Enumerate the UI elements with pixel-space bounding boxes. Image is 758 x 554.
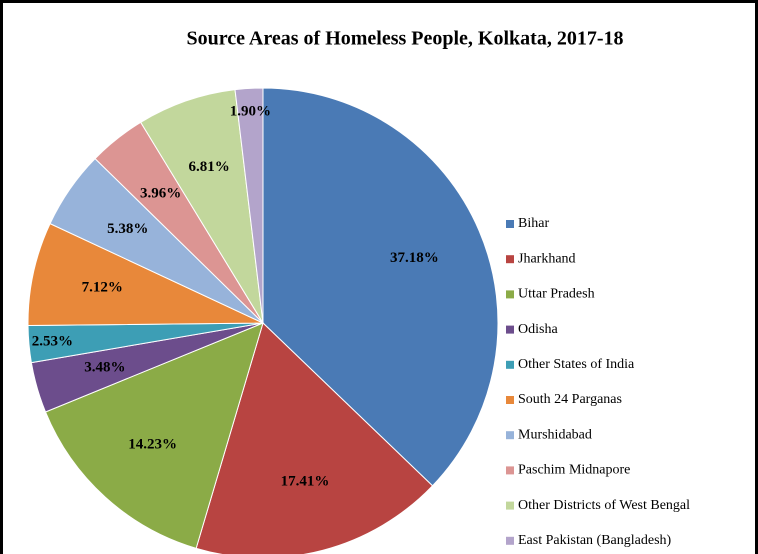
data-label: 1.90% [230,103,271,119]
legend-swatch [506,396,514,404]
legend-swatch [506,536,514,545]
data-label: 5.38% [107,221,148,237]
legend-label: Murshidabad [518,427,592,442]
legend-swatch [506,466,514,475]
legend-label: Bihar [518,216,549,231]
pie-slice [27,222,264,327]
legend-label: Jharkhand [518,251,576,266]
legend-swatch [506,220,514,228]
legend-swatch [506,431,514,440]
legend-label: Paschim Midnapore [518,463,630,478]
legend-swatch [506,360,514,369]
data-label: 6.81% [189,159,230,175]
data-label: 17.41% [281,473,330,489]
legend-label: Other States of India [518,357,635,372]
data-label: 7.12% [82,280,123,296]
pie-slice [262,87,499,487]
legend-swatch [506,325,514,334]
chart-title: Source Areas of Homeless People, Kolkata… [187,28,624,50]
data-label: 2.53% [32,333,73,349]
legend-label: East Pakistan (Bangladesh) [518,533,672,548]
legend-swatch [506,255,514,264]
legend-label: Other Districts of West Bengal [518,498,690,513]
legend-label: Uttar Pradesh [518,287,595,302]
legend-swatch [506,290,514,299]
pie-slice [44,322,264,549]
data-label: 37.18% [390,250,439,266]
data-label: 3.48% [84,360,125,376]
legend-swatch [506,501,514,510]
legend-label: South 24 Parganas [518,392,622,407]
data-label: 3.96% [140,186,181,202]
data-label: 14.23% [128,436,177,452]
legend-label: Odisha [518,322,558,337]
pie-slice [195,322,434,554]
pie-slice [234,87,264,324]
